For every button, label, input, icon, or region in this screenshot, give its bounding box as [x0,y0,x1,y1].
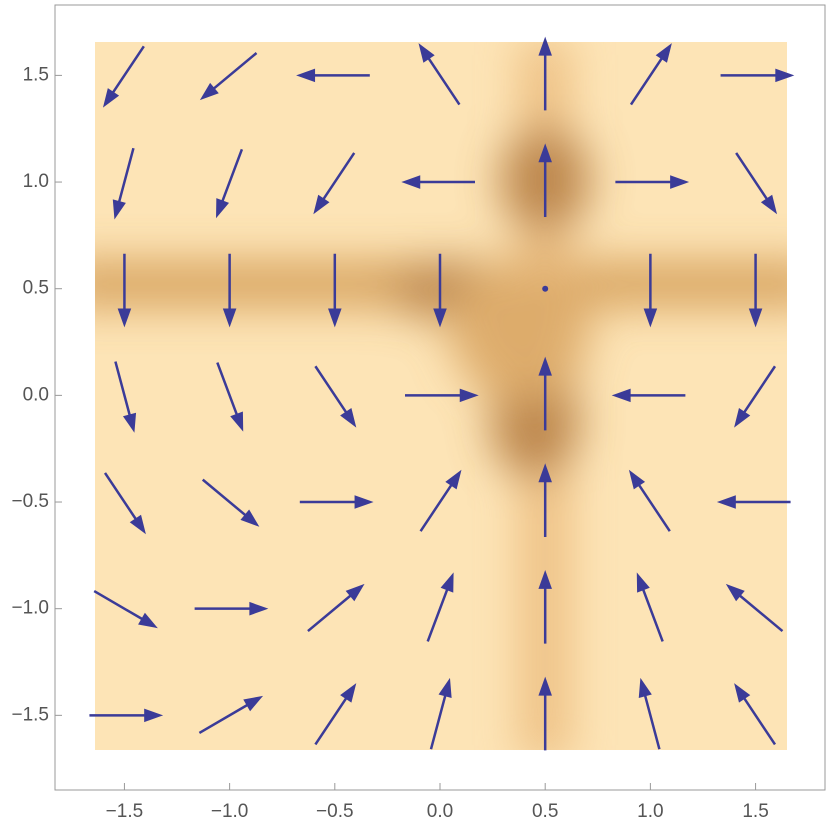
vector-arrow [720,68,795,83]
vector-arrow [643,253,658,328]
vector-arrow [734,683,777,746]
vector-arrow [401,175,475,189]
vector-arrow [216,362,244,432]
vector-arrow [538,676,552,751]
vector-arrow [538,569,552,644]
vector-arrow [538,356,552,431]
vector-arrow [296,68,370,83]
y-tick-label: 0.0 [23,384,49,405]
vector-arrow [426,572,454,642]
vector-arrow [314,683,357,746]
vector-arrow [629,43,672,106]
vector-arrow [748,253,763,328]
vector-arrow [538,463,552,538]
vector-arrow [199,52,258,101]
vector-arrow [201,478,260,527]
vector-arrow [117,253,132,328]
vector-arrow [307,583,365,633]
vector-arrow [538,36,552,111]
y-tick-label: −1.0 [11,598,49,619]
x-tick-label: 0.5 [532,801,558,822]
vector-arrow [538,143,552,218]
vector-arrow [93,589,158,629]
x-tick-label: −0.5 [316,801,354,822]
density [95,42,787,750]
vector-arrow [89,708,164,723]
y-tick-label: −1.5 [11,704,49,725]
vector-arrow [194,601,269,616]
vector-arrow [314,365,357,428]
vector-arrow [542,285,549,292]
vector-arrow [611,388,686,403]
vector-arrow [734,365,777,428]
vector-arrow [716,495,791,509]
y-tick-label: 1.5 [23,64,49,85]
vector-arrow [638,677,661,750]
vector-arrow [328,253,342,328]
x-tick-label: −1.5 [106,801,144,822]
vector-arrow [725,583,784,633]
vector-arrow [114,361,137,433]
vector-arrow [636,572,664,642]
vector-arrow [615,175,690,189]
vector-arrow [405,388,479,403]
y-tick-label: −0.5 [11,491,49,512]
vector-arrow [418,43,461,106]
vector-arrow [103,472,146,535]
vector-arrow [429,677,452,750]
vector-arrow [299,495,374,509]
vector-arrow [112,147,135,220]
x-tick-label: 1.0 [637,801,663,822]
vector-arrow [102,45,145,108]
vector-arrow [433,253,447,328]
y-tick-label: 1.0 [23,171,49,192]
x-tick-label: 0.0 [427,801,453,822]
vector-arrow [222,253,237,328]
vector-arrow [216,148,244,219]
vector-arrow [313,152,356,215]
vector-arrow [628,469,671,532]
vector-arrow [419,469,462,532]
y-tick-label: 0.5 [23,278,49,299]
x-tick-label: −1.0 [211,801,249,822]
vector-arrow [198,695,264,735]
vector-arrow [735,152,778,215]
x-tick-label: 1.5 [742,801,768,822]
